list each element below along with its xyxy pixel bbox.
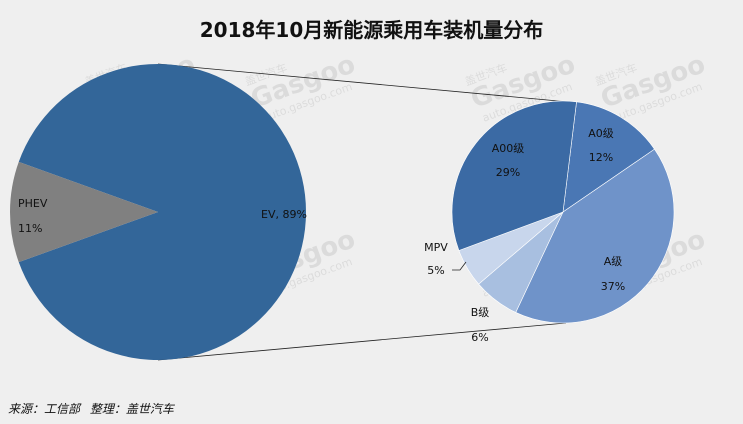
source-note: 来源：工信部 整理：盖世汽车 [8,400,180,417]
sub-pie [451,100,675,324]
label-ev: EV, 89% [261,208,307,221]
connector-lines [157,63,581,361]
leader-line-mpv [452,261,467,271]
source-label: 来源：工信部 [8,402,81,416]
slice-labels: EV, 89% PHEV 11% A0级 12% A级 37% B级 6% A00级 29% MPV 5… [18,127,625,344]
label-mpv-name: MPV [424,241,448,254]
label-a00-value: 29% [496,166,520,179]
label-a0-value: 12% [589,151,613,164]
connector-line-bottom [157,322,567,361]
label-a00-name: A00级 [492,142,525,155]
label-mpv-value: 5% [427,264,444,277]
label-b-name: B级 [471,306,490,319]
pie-slice-a0 [562,101,655,213]
label-a-value: 37% [601,280,625,293]
pie-slice-a00 [451,100,577,251]
main-pie [10,63,307,360]
connector-line-top [157,63,581,104]
edited-label: 整理：盖世汽车 [89,402,174,416]
label-a0-name: A0级 [588,127,614,140]
label-phev-value: 11% [18,222,42,235]
pie-slice-a [515,148,675,324]
pie-slice-phev [10,161,159,263]
chart-title: 2018年10月新能源乘用车装机量分布 [199,18,544,42]
pie-slice-ev [18,63,307,360]
label-b-value: 6% [471,331,488,344]
label-a-name: A级 [604,255,623,268]
label-phev-name: PHEV [18,197,48,210]
